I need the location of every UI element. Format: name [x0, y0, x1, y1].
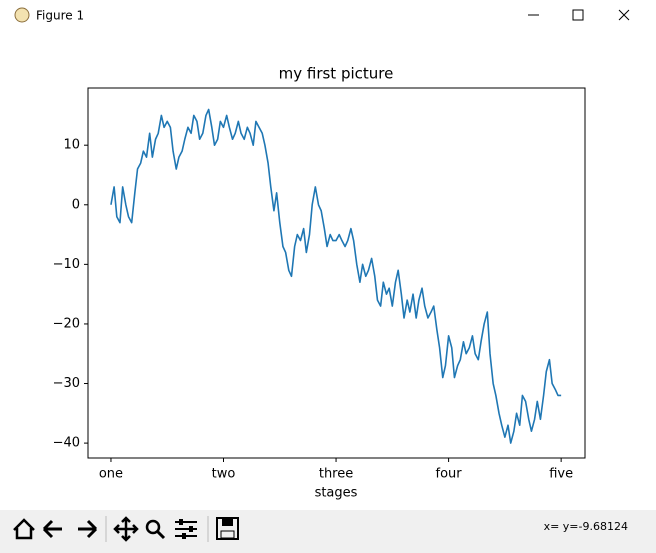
- window-title: Figure 1: [36, 9, 84, 23]
- x-tick-label: one: [99, 467, 123, 482]
- app-icon: [14, 7, 30, 23]
- x-tick-label: four: [436, 467, 463, 482]
- chart-title: my first picture: [279, 65, 394, 83]
- maximize-button[interactable]: [572, 9, 584, 21]
- y-tick-label: 0: [72, 197, 80, 212]
- status-text: x= y=-9.68124: [544, 520, 628, 533]
- y-tick-label: 10: [63, 138, 80, 153]
- x-axis-label: stages: [315, 486, 358, 501]
- y-tick-label: −10: [53, 257, 80, 272]
- x-tick-label: five: [549, 467, 573, 482]
- x-tick-label: two: [212, 467, 236, 482]
- x-tick-label: three: [319, 467, 353, 482]
- y-tick-label: −20: [53, 316, 80, 331]
- close-button[interactable]: [618, 9, 630, 21]
- home-button[interactable]: [13, 518, 35, 540]
- configure-button[interactable]: [175, 519, 197, 539]
- back-button[interactable]: [42, 519, 62, 539]
- y-tick-label: −40: [53, 436, 80, 451]
- y-tick-label: −30: [53, 376, 80, 391]
- save-button[interactable]: [216, 517, 239, 540]
- data-line: [110, 108, 562, 444]
- toolbar: [0, 510, 656, 553]
- zoom-button[interactable]: [145, 519, 166, 540]
- forward-button[interactable]: [78, 519, 98, 539]
- pan-button[interactable]: [113, 516, 139, 542]
- axes-frame: [87, 87, 586, 459]
